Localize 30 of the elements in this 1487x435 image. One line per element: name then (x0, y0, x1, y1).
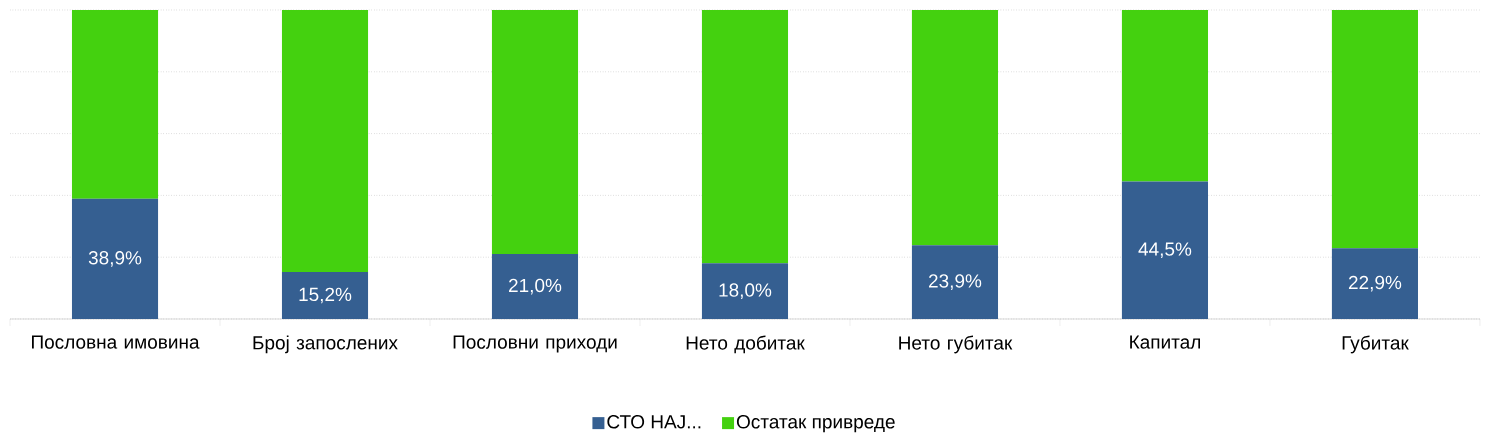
bar (281, 272, 369, 319)
x-tick-label: Пословна имовина (32, 335, 200, 349)
bar (1121, 9, 1209, 182)
bar (701, 9, 789, 264)
data-label: 23,9% (928, 274, 982, 290)
x-tick-label: Број запослених (253, 335, 398, 354)
x-tick-label: Нето губитак (899, 335, 1013, 354)
data-label: 22,9% (1348, 275, 1402, 292)
bar (281, 9, 369, 273)
bar (491, 9, 579, 255)
bar (701, 263, 789, 319)
x-tick-label: Нето добитак (686, 335, 805, 354)
x-tick-label: Пословни приходи (453, 335, 617, 353)
x-tick-label: Губитак (1342, 335, 1409, 354)
bar (71, 9, 159, 199)
data-label: 15,2% (299, 287, 352, 304)
bar (1331, 248, 1418, 319)
bar (491, 254, 579, 319)
legend-label: Остатак привреде (736, 415, 895, 433)
data-label: 21,0% (509, 278, 562, 295)
legend-label: СТО НАЈ... (607, 415, 701, 429)
bar (1331, 9, 1418, 249)
bar (1121, 181, 1209, 319)
bar (911, 9, 999, 246)
data-label: 18,0% (719, 283, 772, 300)
data-label: 38,9% (88, 251, 142, 267)
bar (911, 245, 999, 319)
bar (71, 198, 159, 319)
data-label: 44,5% (1138, 242, 1192, 259)
x-tick-label: Капитал (1130, 335, 1201, 349)
